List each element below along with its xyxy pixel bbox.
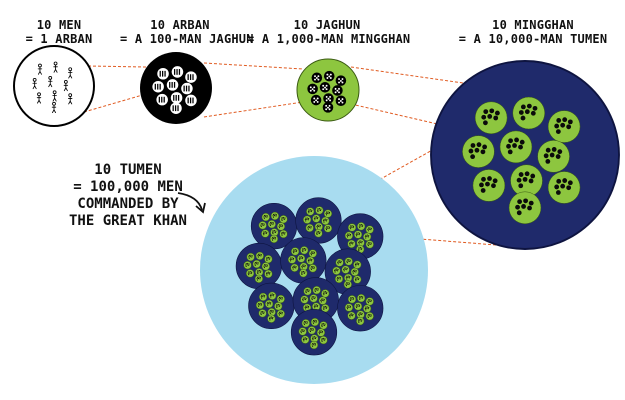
unit-circles <box>13 45 620 384</box>
man-icon <box>52 90 57 102</box>
tumen-sub-unit <box>290 309 338 356</box>
connector-line <box>203 101 304 118</box>
arrow-head-icon <box>195 202 206 214</box>
jaghun-label-line2: = A 1,000-MAN MINGGHAN <box>247 32 411 46</box>
tumen-sub-unit <box>280 237 327 284</box>
jaghun-label: 10 JAGHUN = A 1,000-MAN MINGGHAN <box>247 18 411 46</box>
connector-line <box>350 66 471 85</box>
man-icon <box>67 67 73 79</box>
men-label-line2: = 1 ARBAN <box>25 32 93 46</box>
tumen-sub-unit <box>295 197 342 244</box>
tumen-sub-unit <box>250 203 298 250</box>
mingghan-label: 10 MINGGHAN = A 10,000-MAN TUMEN <box>448 18 618 46</box>
man-icon <box>36 92 42 104</box>
mingghan-label-line2: = A 10,000-MAN TUMEN <box>458 32 608 46</box>
men-label: 10 MEN = 1 ARBAN <box>14 18 104 46</box>
man-icon <box>51 101 57 114</box>
jaghun-circle <box>296 58 360 122</box>
mingghan-circle <box>430 60 620 250</box>
connector-line <box>87 65 147 68</box>
man-icon <box>32 78 37 90</box>
tumen-circle <box>200 156 428 384</box>
tumen-label-line3: COMMANDED BY <box>77 196 179 212</box>
mingghan-label-line1: 10 MINGGHAN <box>492 18 574 32</box>
jaghun-label-line1: 10 JAGHUN <box>293 18 361 32</box>
man-icon <box>53 61 58 73</box>
arban-circle <box>140 52 212 124</box>
men-circle <box>13 45 95 127</box>
arban-label: 10 ARBAN = A 100-MAN JAGHUN <box>120 18 254 46</box>
men-label-line1: 10 MEN <box>36 18 82 32</box>
man-icon <box>37 63 43 75</box>
arban-label-line2: = A 100-MAN JAGHUN <box>120 32 254 46</box>
tumen-sub-unit <box>324 248 371 295</box>
tumen-label-line4: THE GREAT KHAN <box>68 213 187 229</box>
tumen-sub-unit <box>337 285 384 332</box>
tumen-sub-unit <box>235 242 282 290</box>
tumen-label-line1: 10 TUMEN <box>94 162 162 178</box>
connector-line <box>203 62 304 70</box>
tumen-sub-unit <box>337 213 384 260</box>
tumen-label: 10 TUMEN = 100,000 MEN COMMANDED BY THE … <box>58 162 198 230</box>
connector-line <box>350 103 447 127</box>
man-icon <box>63 80 69 92</box>
arban-label-line1: 10 ARBAN <box>150 18 210 32</box>
man-icon <box>67 93 73 105</box>
tumen-sub-unit <box>248 282 295 330</box>
tumen-label-line2: = 100,000 MEN <box>73 179 183 195</box>
connector-line <box>83 93 147 113</box>
man-icon <box>48 75 53 88</box>
curved-arrow-icon <box>177 192 203 211</box>
